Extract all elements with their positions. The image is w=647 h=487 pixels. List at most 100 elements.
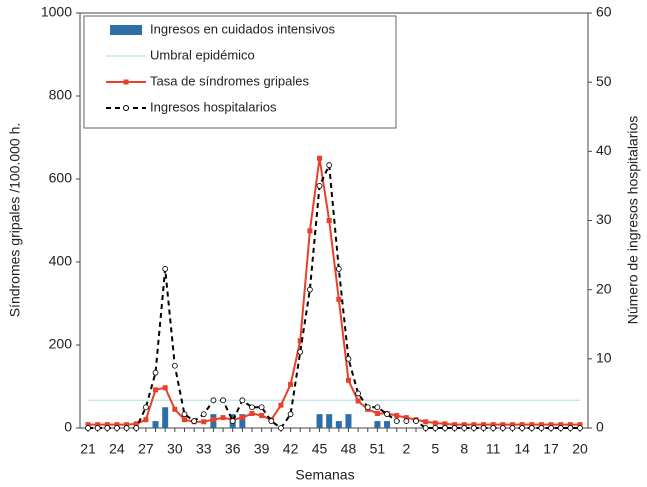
- marker: [499, 425, 506, 431]
- marker: [85, 422, 91, 428]
- marker: [278, 425, 284, 431]
- marker: [124, 422, 130, 428]
- y-tick-label: 1000: [41, 4, 72, 20]
- marker: [201, 419, 207, 425]
- y2-tick-label: 10: [596, 350, 612, 366]
- x-tick-label: 24: [109, 441, 125, 457]
- y2-axis-label: Número de ingresos hospitalarios: [625, 116, 641, 325]
- marker: [258, 404, 265, 411]
- x-tick-label: 36: [225, 441, 241, 457]
- marker: [471, 422, 477, 428]
- marker: [364, 404, 371, 411]
- x-tick-label: 27: [138, 441, 154, 457]
- x-tick-label: 21: [80, 441, 96, 457]
- marker: [162, 266, 169, 272]
- marker: [480, 425, 487, 431]
- x-tick-label: 48: [341, 441, 357, 457]
- marker: [104, 422, 110, 428]
- marker: [403, 415, 409, 421]
- y2-tick-label: 20: [596, 280, 612, 296]
- marker: [153, 387, 159, 393]
- marker: [548, 425, 554, 431]
- marker: [557, 425, 564, 431]
- marker: [432, 425, 439, 431]
- bar: [335, 421, 342, 428]
- bar: [374, 421, 381, 428]
- marker: [500, 422, 506, 428]
- marker: [567, 422, 573, 428]
- y2-tick-label: 50: [596, 73, 612, 89]
- marker: [268, 418, 275, 424]
- marker: [143, 417, 149, 423]
- marker: [519, 422, 525, 428]
- marker: [95, 422, 101, 428]
- bar: [326, 414, 333, 428]
- marker: [239, 415, 245, 421]
- marker: [538, 422, 544, 428]
- marker: [133, 421, 139, 427]
- x-tick-label: 30: [167, 441, 183, 457]
- marker: [326, 162, 333, 169]
- y-tick-label: 800: [49, 87, 73, 103]
- legend-swatch: [110, 25, 142, 35]
- y2-tick-label: 30: [596, 211, 612, 227]
- marker: [317, 155, 323, 161]
- x-tick-label: 14: [514, 441, 530, 457]
- marker: [452, 422, 458, 428]
- marker: [133, 425, 140, 431]
- marker: [394, 413, 400, 419]
- marker: [548, 422, 554, 428]
- y-tick-label: 200: [49, 336, 73, 352]
- legend-label: Umbral epidémico: [150, 47, 255, 62]
- marker: [152, 369, 159, 376]
- marker: [181, 411, 188, 418]
- x-tick-label: 39: [254, 441, 270, 457]
- marker: [336, 296, 342, 302]
- marker: [210, 417, 216, 423]
- marker: [442, 421, 448, 427]
- y-axis-label: Síndromes gripales /100.000 h.: [7, 123, 23, 318]
- marker: [403, 418, 410, 424]
- x-tick-label: 33: [196, 441, 212, 457]
- y2-tick-label: 60: [596, 4, 612, 20]
- marker: [239, 397, 246, 404]
- marker: [490, 425, 497, 431]
- y-tick-label: 0: [64, 419, 72, 435]
- marker: [422, 425, 429, 431]
- marker: [142, 404, 149, 411]
- marker: [442, 425, 448, 431]
- x-tick-label: 45: [312, 441, 328, 457]
- marker: [345, 377, 351, 383]
- marker: [326, 218, 332, 223]
- marker: [461, 422, 467, 428]
- x-axis-label: Semanas: [295, 467, 354, 483]
- y-tick-label: 400: [49, 253, 73, 269]
- marker: [461, 425, 468, 431]
- x-tick-label: 11: [486, 441, 501, 457]
- marker: [577, 425, 583, 431]
- marker: [259, 413, 265, 419]
- marker: [432, 420, 438, 426]
- marker: [451, 425, 458, 431]
- marker: [470, 425, 477, 431]
- x-tick-label: 5: [431, 441, 439, 457]
- marker: [181, 417, 187, 423]
- legend-label: Ingresos hospitalarios: [150, 99, 277, 114]
- marker: [519, 425, 526, 431]
- marker: [374, 404, 381, 411]
- marker: [278, 402, 284, 408]
- legend-label: Ingresos en cuidados intensivos: [150, 21, 336, 36]
- bar: [316, 414, 323, 428]
- x-tick-label: 42: [283, 441, 299, 457]
- marker: [172, 406, 178, 412]
- marker: [94, 425, 101, 431]
- marker: [509, 422, 515, 428]
- marker: [567, 425, 574, 431]
- x-tick-label: 51: [370, 441, 386, 457]
- marker: [306, 286, 313, 293]
- marker: [210, 397, 217, 404]
- marker: [316, 183, 323, 189]
- x-tick-label: 8: [460, 441, 468, 457]
- marker: [220, 397, 226, 404]
